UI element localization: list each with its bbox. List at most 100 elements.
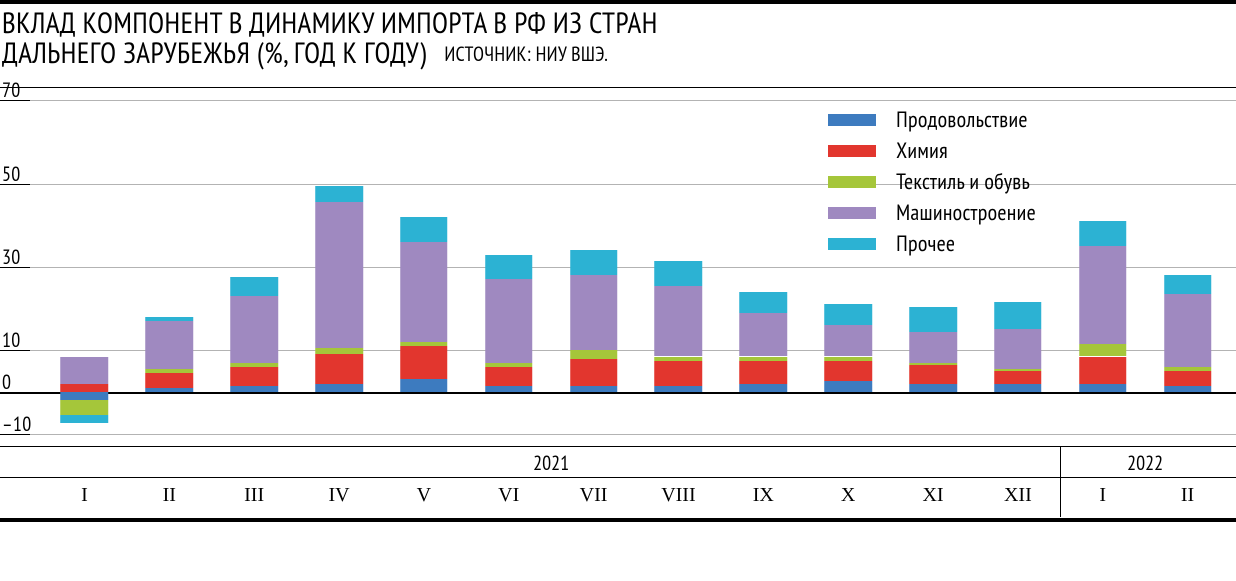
bar-segment-food [1079,384,1127,392]
legend-swatch [828,176,876,188]
y-tick-label: 0 [2,372,11,392]
bar-slot [721,88,806,446]
bar-segment-other [655,261,703,286]
bar-slot [1060,88,1145,446]
bar-segment-machinery [909,332,957,363]
stacked-bar [61,88,109,446]
y-tick-mark [0,184,30,185]
bar-segment-textile [146,369,194,373]
bar-segment-textile [400,342,448,346]
stacked-bar [485,88,533,446]
bar-segment-chem [146,373,194,388]
bar-segment-food [485,386,533,392]
bar-segment-food [146,388,194,392]
x-tick-label: V [417,484,431,507]
chart-title-line2: ДАЛЬНЕГО ЗАРУБЕЖЬЯ (%, ГОД К ГОДУ) [2,34,426,72]
stacked-bar [1079,88,1127,446]
bar-segment-machinery [315,202,363,348]
bar-segment-chem [400,346,448,379]
x-tick-row: IIIIIIIVVVIVIIVIIIIXXXIXIIIII [0,477,1236,518]
bar-segment-food [655,386,703,392]
legend-label: Машиностроение [896,199,1036,227]
bar-segment-textile [230,363,278,367]
bar-segment-textile [909,363,957,365]
bar-segment-other [994,302,1042,329]
x-tick-label: I [1099,484,1106,507]
x-group-row: 2021 2022 [0,447,1236,477]
bar-segment-food [315,384,363,392]
bar-segment-textile [655,357,703,361]
y-tick-label: 30 [2,247,21,267]
bar-segment-machinery [146,321,194,369]
bar-segment-chem [740,361,788,384]
bar-segment-chem [230,367,278,386]
bar-segment-other [824,304,872,325]
bar-segment-other [400,217,448,242]
stacked-bar [1164,88,1212,446]
bar-segment-chem [655,361,703,386]
bar-segment-food [230,386,278,392]
x-tick-label: XII [1004,484,1032,507]
legend: ПродовольствиеХимияТекстиль и обувьМашин… [828,106,1036,258]
bar-segment-food [740,384,788,392]
bar-segment-food [400,379,448,391]
bar-segment-other [740,292,788,313]
plot-area: –10010305070ПродовольствиеХимияТекстиль … [0,88,1236,446]
title-block: ВКЛАД КОМПОНЕНТ В ДИНАМИКУ ИМПОРТА В РФ … [0,4,1236,87]
y-tick-label: –10 [2,414,32,434]
bar-segment-other [909,307,957,332]
y-tick-label: 10 [2,330,21,350]
bar-segment-textile [570,350,618,358]
stacked-bar [400,88,448,446]
bar-segment-chem [315,354,363,383]
bar-segment-other [570,250,618,275]
bar-segment-food [824,381,872,391]
bar-segment-chem [570,359,618,386]
x-tick-label: I [81,484,88,507]
x-tick-label: XI [922,484,943,507]
y-tick-label: 70 [2,80,21,100]
bottom-rule [0,518,1236,522]
bar-segment-machinery [485,279,533,362]
bar-segment-other [1079,221,1127,246]
bar-slot [297,88,382,446]
stacked-bar [230,88,278,446]
bar-segment-chem [909,365,957,384]
stacked-bar [740,88,788,446]
bar-segment-chem [1164,371,1212,386]
y-tick-mark [0,350,30,351]
legend-label: Текстиль и обувь [896,168,1036,196]
bar-segment-food [1164,386,1212,392]
bar-segment-textile [740,357,788,361]
stacked-bar [146,88,194,446]
stacked-bar [570,88,618,446]
x-group-label: 2022 [1127,450,1163,476]
bar-slot [551,88,636,446]
bar-segment-textile [61,400,109,415]
x-tick-label: VII [580,484,608,507]
bars-row [42,88,1230,446]
bar-segment-other [230,277,278,296]
bar-segment-textile [1164,367,1212,371]
y-tick-mark [0,267,30,268]
stacked-bar [315,88,363,446]
bar-segment-machinery [1164,294,1212,367]
bar-segment-machinery [61,357,109,384]
legend-swatch [828,114,876,126]
bar-slot [1145,88,1230,446]
bar-segment-machinery [740,313,788,357]
x-group-label: 2021 [533,450,569,476]
y-tick-mark [0,434,30,435]
bar-segment-other [315,186,363,203]
bar-segment-food [570,386,618,392]
chart-container: ВКЛАД КОМПОНЕНТ В ДИНАМИКУ ИМПОРТА В РФ … [0,0,1236,581]
bar-segment-machinery [400,242,448,342]
legend-swatch [828,145,876,157]
legend-swatch [828,238,876,250]
x-tick-label: IX [753,484,774,507]
stacked-bar [655,88,703,446]
bar-segment-other [61,415,109,423]
bar-segment-textile [994,369,1042,371]
bar-segment-chem [61,384,109,392]
bar-segment-textile [1079,344,1127,356]
